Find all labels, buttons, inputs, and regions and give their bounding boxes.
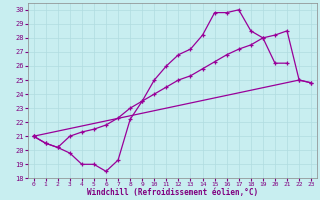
X-axis label: Windchill (Refroidissement éolien,°C): Windchill (Refroidissement éolien,°C) xyxy=(87,188,258,197)
